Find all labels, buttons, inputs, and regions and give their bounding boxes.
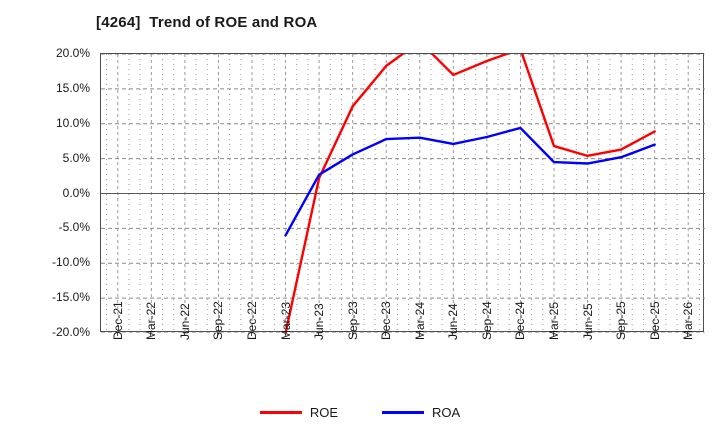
- x-axis-tick: [150, 332, 152, 336]
- chart-title: [4264] Trend of ROE and ROA: [96, 14, 318, 31]
- y-axis-tick-label: 10.0%: [55, 115, 90, 130]
- x-axis-tick: [251, 332, 252, 336]
- x-axis-tick: [452, 332, 454, 336]
- legend-item-roa[interactable]: ROA: [382, 405, 460, 420]
- x-axis-tick: [183, 332, 185, 336]
- legend-item-roe[interactable]: ROE: [259, 405, 338, 420]
- x-axis-tick: [485, 332, 487, 336]
- x-axis-tick-label: Dec-23: [379, 301, 394, 340]
- x-axis-tick: [351, 332, 353, 336]
- x-axis-tick-label: Sep-23: [345, 301, 360, 340]
- x-axis-tick-label: Jun-24: [446, 303, 461, 340]
- y-axis-tick-label: -20.0%: [51, 325, 90, 339]
- series-line-roe: [284, 54, 656, 333]
- x-axis-tick: [318, 332, 320, 336]
- x-axis-tick: [553, 332, 554, 336]
- x-axis-tick-label: Mar-22: [144, 301, 159, 340]
- x-axis-tick-label: Dec-22: [245, 301, 259, 340]
- y-axis-tick-label: -5.0%: [58, 220, 90, 235]
- x-axis-tick: [418, 332, 420, 336]
- x-axis-tick: [586, 332, 588, 336]
- x-axis-tick: [519, 332, 521, 336]
- x-axis-tick-label: Jun-22: [177, 303, 192, 340]
- x-axis-tick: [284, 332, 286, 336]
- legend-label: ROA: [432, 405, 461, 420]
- x-axis-tick-label: Dec-24: [513, 301, 528, 340]
- y-axis-tick-label: -15.0%: [51, 290, 90, 305]
- x-axis-tick-label: Dec-25: [647, 301, 662, 340]
- x-axis-tick: [385, 332, 387, 336]
- gridlines: [101, 54, 705, 333]
- chart-legend: ROE ROA: [0, 405, 720, 420]
- x-axis-tick: [217, 332, 219, 336]
- y-axis-tick-label: 5.0%: [62, 150, 90, 165]
- x-axis-tick: [620, 332, 622, 336]
- x-axis-tick: [116, 332, 118, 336]
- x-axis-tick-label: Mar-26: [681, 301, 696, 340]
- legend-swatch-icon: [259, 411, 302, 414]
- data-series-layer: [284, 54, 656, 333]
- x-axis-tick: [653, 332, 655, 336]
- x-axis-tick-label: Mar-24: [412, 301, 427, 340]
- x-axis-tick-label: Mar-25: [547, 301, 561, 340]
- y-axis-tick-label: 0.0%: [62, 185, 90, 200]
- x-axis-tick-label: Sep-24: [479, 301, 494, 340]
- series-line-roa: [284, 126, 656, 237]
- x-axis-tick-label: Sep-22: [211, 301, 226, 340]
- plot-area: [100, 53, 705, 333]
- x-axis-tick-label: Dec-21: [110, 301, 125, 340]
- x-axis-tick: [687, 332, 689, 336]
- x-axis-tick-label: Mar-23: [278, 301, 293, 340]
- legend-swatch-icon: [382, 411, 424, 414]
- y-axis-tick-label: 20.0%: [55, 46, 90, 60]
- x-axis-tick-label: Jun-23: [312, 303, 327, 340]
- x-axis-tick-label: Jun-25: [580, 303, 595, 340]
- y-axis-tick-label: 15.0%: [55, 80, 90, 95]
- legend-label: ROE: [309, 405, 338, 420]
- x-axis-tick-label: Sep-25: [614, 301, 629, 340]
- y-axis-tick-label: -10.0%: [51, 255, 90, 270]
